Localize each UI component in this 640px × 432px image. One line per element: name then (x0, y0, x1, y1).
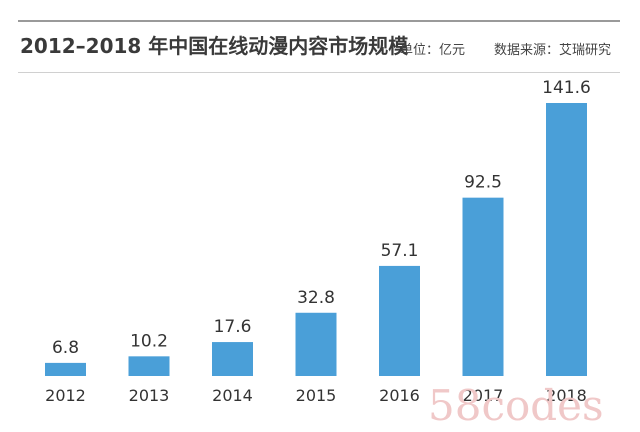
title-divider (18, 72, 620, 73)
bar-2012 (45, 362, 86, 376)
value-label-2015: 32.8 (297, 288, 335, 308)
bar-2016 (379, 265, 420, 376)
category-label-2014: 2014 (212, 386, 253, 405)
value-label-2013: 10.2 (130, 331, 168, 351)
value-label-2018: 141.6 (542, 78, 591, 98)
category-label-2018: 2018 (546, 386, 587, 405)
unit-label: 单位：亿元 (400, 43, 466, 58)
category-label-2017: 2017 (463, 386, 504, 405)
category-label-2012: 2012 (45, 386, 86, 405)
value-label-2017: 92.5 (464, 173, 502, 193)
bar-2015 (295, 312, 337, 376)
chart-title: 2012–2018 年中国在线动漫内容市场规模 (20, 34, 409, 58)
value-label-2014: 17.6 (214, 317, 252, 337)
value-label-2012: 6.8 (52, 338, 79, 358)
value-labels-group: 6.8 10.2 17.6 32.8 57.1 92.5 141.6 (52, 78, 591, 358)
source-label: 数据来源：艾瑞研究 (494, 43, 612, 58)
category-label-2015: 2015 (296, 386, 337, 405)
category-label-2016: 2016 (379, 386, 420, 405)
bar-2013 (128, 356, 170, 376)
bar-2017 (462, 197, 504, 376)
category-label-2013: 2013 (129, 386, 170, 405)
value-label-2016: 57.1 (381, 241, 419, 261)
bar-2018 (546, 103, 587, 376)
category-labels-group: 2012 2013 2014 2015 2016 2017 2018 (45, 386, 587, 405)
bars-group (45, 103, 587, 376)
watermark: 58codes (428, 381, 604, 430)
bar-2014 (212, 342, 253, 376)
top-rule (18, 20, 620, 22)
